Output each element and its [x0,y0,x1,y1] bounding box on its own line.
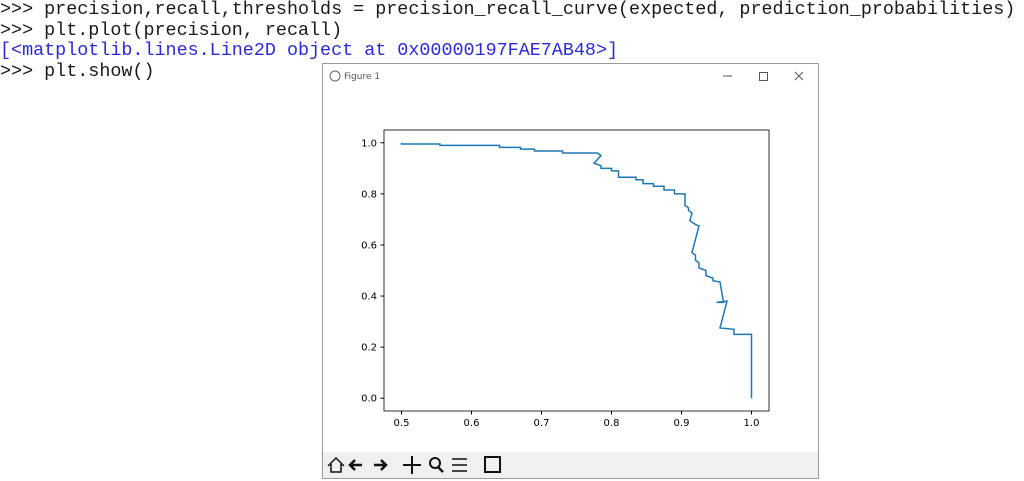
pan-button[interactable] [403,456,421,474]
zoom-button[interactable] [429,457,441,469]
x-tick-label: 0.7 [534,418,550,429]
x-tick-label: 0.6 [464,418,480,429]
y-tick-label: 0.2 [361,343,377,354]
app-icon [329,70,341,82]
x-tick-label: 0.5 [394,418,410,429]
back-button[interactable] [348,459,362,471]
configure-button[interactable] [452,458,467,472]
forward-button[interactable] [374,459,388,471]
console-line: >>> plt.show() [0,60,155,82]
x-tick-label: 0.9 [674,418,690,429]
console-line: >>> precision,recall,thresholds = precis… [0,0,1016,20]
console-line: [<matplotlib.lines.Line2D object at 0x00… [0,40,619,61]
console-line: >>> plt.plot(precision, recall) [0,19,343,41]
window-frame [322,63,819,479]
toolbar [323,452,818,478]
data-line [400,142,753,399]
save-button[interactable] [484,456,501,473]
y-tick-label: 0.8 [361,189,377,200]
axes-frame [383,129,770,412]
y-tick-label: 0.6 [361,240,377,251]
home-button[interactable] [327,456,345,473]
close-button[interactable] [794,71,804,81]
zoom-handle [437,466,444,473]
x-tick-label: 1.0 [744,418,760,429]
y-tick-label: 0.0 [361,394,377,405]
window-title: Figure 1 [344,72,380,82]
y-tick-label: 0.4 [361,292,377,303]
x-tick-label: 0.8 [604,418,620,429]
toolbar-icons [327,456,501,474]
console: >>> precision,recall,thresholds = precis… [0,0,1024,82]
maximize-button[interactable] [759,72,768,81]
y-tick-label: 1.0 [361,138,377,149]
